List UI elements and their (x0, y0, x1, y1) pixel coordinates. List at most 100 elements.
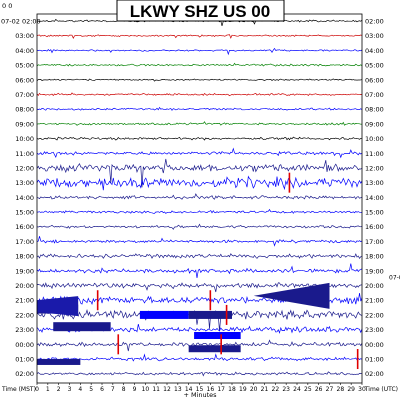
x-tick-label: 13 (174, 386, 182, 393)
right-time-label: 12:00 (365, 164, 384, 172)
x-tick-label: 27 (326, 386, 334, 393)
right-time-label: 03:00 (365, 32, 384, 40)
trace-row-2 (36, 47, 363, 56)
x-tick-label: 19 (239, 386, 247, 393)
right-time-label: 20:00 (365, 282, 384, 290)
trace-row-4 (36, 78, 363, 82)
right-time-label: 21:00 (365, 297, 384, 305)
x-tick-label: 23 (282, 386, 290, 393)
left-time-label: 07:00 (15, 91, 34, 99)
x-tick-label: 15 (196, 386, 204, 393)
wedge-signal (37, 296, 79, 317)
trace-row-24 (36, 371, 363, 377)
event-markers (96, 172, 359, 370)
x-tick-label: 20 (250, 386, 258, 393)
left-time-label: 19:00 (15, 267, 34, 275)
right-time-label: 06:00 (365, 76, 384, 84)
corner-label: 0 0 (2, 2, 12, 10)
left-time-label: 13:00 (15, 179, 34, 187)
x-tick-label: 11 (152, 386, 160, 393)
x-tick-label: 10 (142, 386, 150, 393)
x-tick-label: 1 (46, 386, 50, 393)
x-tick-label: 2 (57, 386, 61, 393)
saturated-block (188, 310, 232, 319)
title-box (116, 0, 285, 22)
trace-row-6 (36, 106, 363, 111)
x-tick-label: 18 (228, 386, 236, 393)
x-tick-label: 7 (111, 386, 115, 393)
right-time-label: 22:00 (365, 311, 384, 319)
right-time-label: 17:00 (365, 238, 384, 246)
x-tick-label: 29 (347, 386, 355, 393)
right-time-label: 10:00 (365, 135, 384, 143)
left-time-label: 14:00 (15, 194, 34, 202)
right-time-label: 02:00 (365, 370, 384, 378)
right-time-label: 18:00 (365, 253, 384, 261)
saturated-block (53, 322, 111, 332)
trace-row-7 (36, 121, 363, 126)
left-time-label: 09:00 (15, 120, 34, 128)
left-time-label: 23:00 (15, 326, 34, 334)
bottom-right-label: Time (UTC) (364, 386, 398, 393)
trace-row-1 (36, 34, 363, 40)
x-tick-label: 30 (358, 386, 366, 393)
trace-row-18 (36, 282, 363, 293)
trace-row-13 (36, 208, 363, 214)
left-time-label: 03:00 (15, 32, 34, 40)
right-time-label: 00:00 (365, 341, 384, 349)
trace-row-9 (36, 147, 363, 159)
left-time-label: 20:00 (15, 282, 34, 290)
trace-row-15 (36, 236, 363, 247)
left-time-label: 22:00 (15, 311, 34, 319)
left-time-label: 18:00 (15, 253, 34, 261)
right-date-label: 07-0 (389, 275, 400, 282)
saturated-blocks (37, 282, 330, 365)
bottom-left-label: Time (MST) (1, 386, 36, 393)
x-tick-label: 0 (35, 386, 39, 393)
trace-row-17 (36, 263, 363, 279)
trace-row-22 (36, 339, 363, 352)
right-time-label: 04:00 (365, 47, 384, 55)
trace-row-10 (36, 158, 363, 188)
x-tick-label: 22 (272, 386, 280, 393)
x-tick-label: 9 (133, 386, 137, 393)
left-time-label: 05:00 (15, 62, 34, 70)
trace-row-14 (36, 223, 363, 230)
left-time-label: 06:00 (15, 76, 34, 84)
right-time-label: 02:00 (365, 18, 384, 26)
x-tick-label: 25 (304, 386, 312, 393)
right-time-label: 08:00 (365, 106, 384, 114)
trace-row-8 (36, 136, 363, 141)
x-tick-label: 8 (122, 386, 126, 393)
trace-row-3 (36, 62, 363, 67)
right-time-label: 14:00 (365, 194, 384, 202)
left-time-label: 10:00 (15, 135, 34, 143)
right-time-label: 07:00 (365, 91, 384, 99)
traces (36, 18, 363, 377)
wedge-signal (253, 282, 330, 309)
left-time-label: 11:00 (15, 150, 34, 158)
x-tick-label: 28 (337, 386, 345, 393)
x-tick-label: 17 (217, 386, 225, 393)
saturated-block (194, 332, 241, 340)
right-time-label: 19:00 (365, 267, 384, 275)
left-time-label: 16:00 (15, 223, 34, 231)
right-time-label: 11:00 (365, 150, 384, 158)
right-time-label: 13:00 (365, 179, 384, 187)
right-time-label: 23:00 (365, 326, 384, 334)
saturated-block (188, 345, 241, 353)
x-tick-label: 16 (207, 386, 215, 393)
x-axis-label: + Minutes (183, 391, 217, 399)
x-tick-label: 5 (89, 386, 93, 393)
left-time-label: 00:00 (15, 341, 34, 349)
trace-row-23 (36, 353, 363, 362)
x-tick-label: 14 (185, 386, 193, 393)
x-tick-label: 26 (315, 386, 323, 393)
left-time-label: 01:00 (15, 356, 34, 364)
chart-title: LKWY SHZ US 00 (130, 2, 270, 21)
right-time-label: 16:00 (365, 223, 384, 231)
right-time-label: 05:00 (365, 62, 384, 70)
left-time-label: 07-02 02:00 (1, 18, 41, 26)
right-time-label: 09:00 (365, 120, 384, 128)
